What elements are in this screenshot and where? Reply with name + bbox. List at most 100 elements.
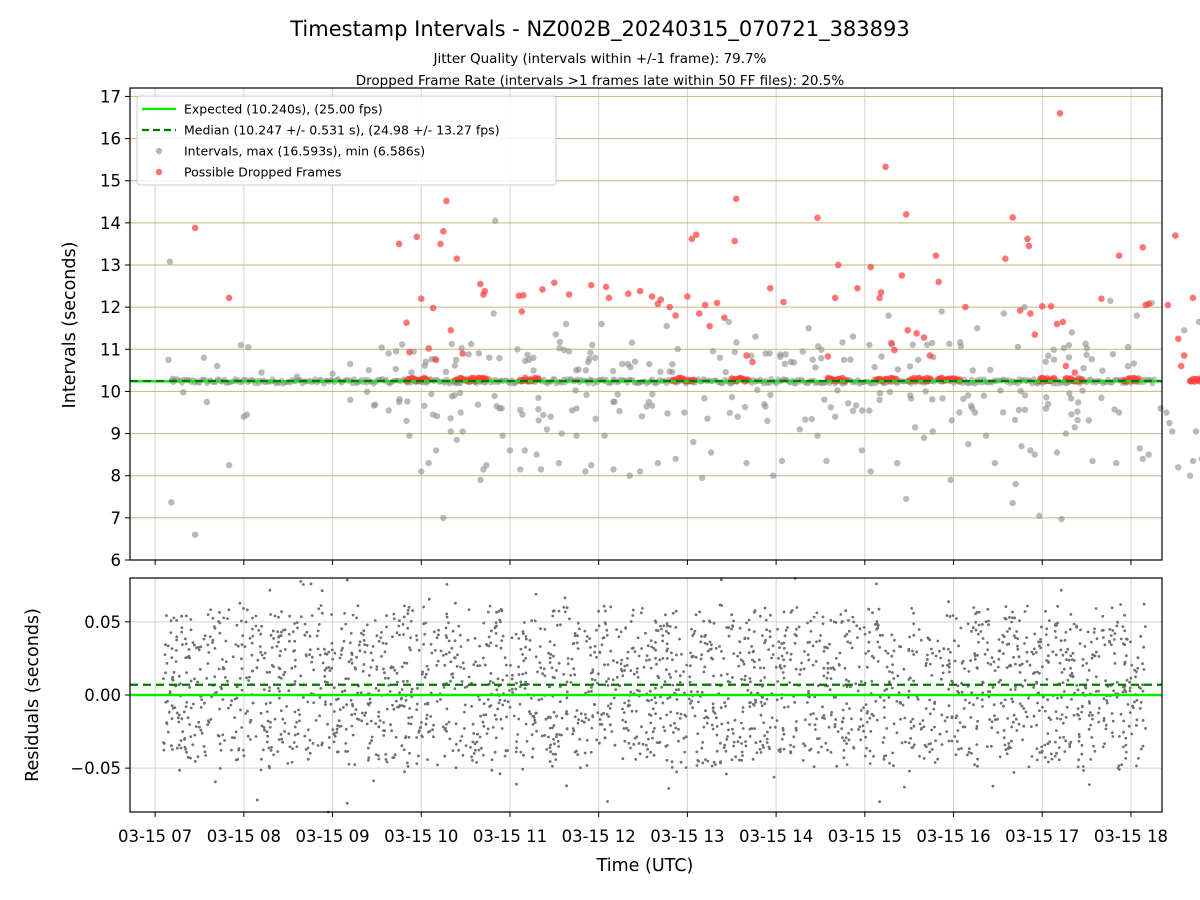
residual-point [996,665,1000,669]
residual-point [764,618,768,622]
residual-point [763,676,766,679]
residual-point [372,779,375,783]
residual-point [244,620,248,624]
residual-point [531,722,535,726]
residual-point [930,728,934,732]
residual-point [1104,723,1108,727]
residual-point [245,608,249,612]
residual-point [408,646,411,649]
residual-point [246,709,249,713]
residual-point [380,655,383,658]
interval-point [969,405,976,412]
residual-point [428,729,432,733]
residual-point [568,617,571,621]
interval-point [237,341,245,349]
residual-point [1016,644,1019,648]
residual-point [491,726,495,729]
residual-point [420,672,424,676]
residual-point [1085,662,1089,665]
residual-point [337,719,341,723]
residual-point [495,624,498,628]
residual-point [762,666,766,670]
residual-point [1118,735,1121,738]
residual-point [183,637,187,641]
residual-point [454,601,457,605]
dropped-frame-point [1139,244,1147,251]
residual-point [726,735,729,738]
residuals-plot-frame [129,577,1163,813]
residual-point [360,719,364,723]
residual-point [789,743,792,747]
residual-point [542,667,546,671]
residual-point [1003,743,1007,747]
dropped-frame-point [657,296,665,303]
interval-point [859,407,866,414]
residual-point [743,637,747,641]
dropped-frame-point [935,278,942,286]
residual-point [227,608,231,612]
residual-point [360,711,364,715]
residual-point [962,707,966,710]
residual-point [384,753,388,756]
residual-point [565,606,569,610]
residual-point [665,649,669,653]
dropped-frame-point [636,287,644,295]
interval-point [991,459,999,467]
residual-point [525,740,529,743]
residual-point [1089,711,1092,714]
residual-point [732,619,735,623]
interval-point [1067,395,1075,402]
interval-point [628,339,636,346]
residual-point [738,758,741,762]
residual-point [670,760,674,764]
interval-point [1060,344,1068,352]
residual-point [449,679,452,683]
residual-point [871,611,874,615]
residual-point [714,763,717,766]
residual-point [829,713,833,717]
residual-point [221,698,225,701]
residual-point [605,628,609,632]
residual-point [1035,680,1038,684]
residual-point [242,748,245,752]
residual-point [602,636,606,639]
residual-point [621,757,625,761]
residual-point [940,713,944,717]
residual-point [454,766,458,770]
residual-point [595,628,598,632]
residual-point [185,701,189,704]
residual-point [555,714,558,718]
residual-point [703,716,706,720]
residual-point [975,724,979,728]
residual-point [293,680,297,683]
interval-point [611,398,618,405]
residual-point [533,721,537,724]
interval-point [1031,451,1039,458]
residual-point [900,741,904,745]
residual-point [1039,638,1042,641]
residual-point [400,696,403,700]
interval-point [428,390,435,398]
residual-point [494,736,498,740]
residual-point [814,728,817,731]
residual-point [279,709,283,712]
dropped-frame-point [888,339,895,347]
residual-point [335,727,339,731]
residual-point [460,680,464,683]
dropped-frame-point [551,279,558,287]
residual-point [605,634,609,637]
residual-point [1083,645,1087,648]
residual-point [1094,675,1098,679]
residual-point [485,732,489,735]
residual-point [992,703,996,707]
residual-point [293,665,297,668]
residual-point [367,756,371,759]
residual-point [291,630,295,634]
residual-point [928,662,932,666]
residual-point [1087,669,1091,672]
x-tick-label: 03-15 12 [562,827,636,846]
interval-point [535,394,542,402]
residual-point [380,631,383,634]
residual-point [359,631,363,635]
residual-point [998,755,1002,759]
